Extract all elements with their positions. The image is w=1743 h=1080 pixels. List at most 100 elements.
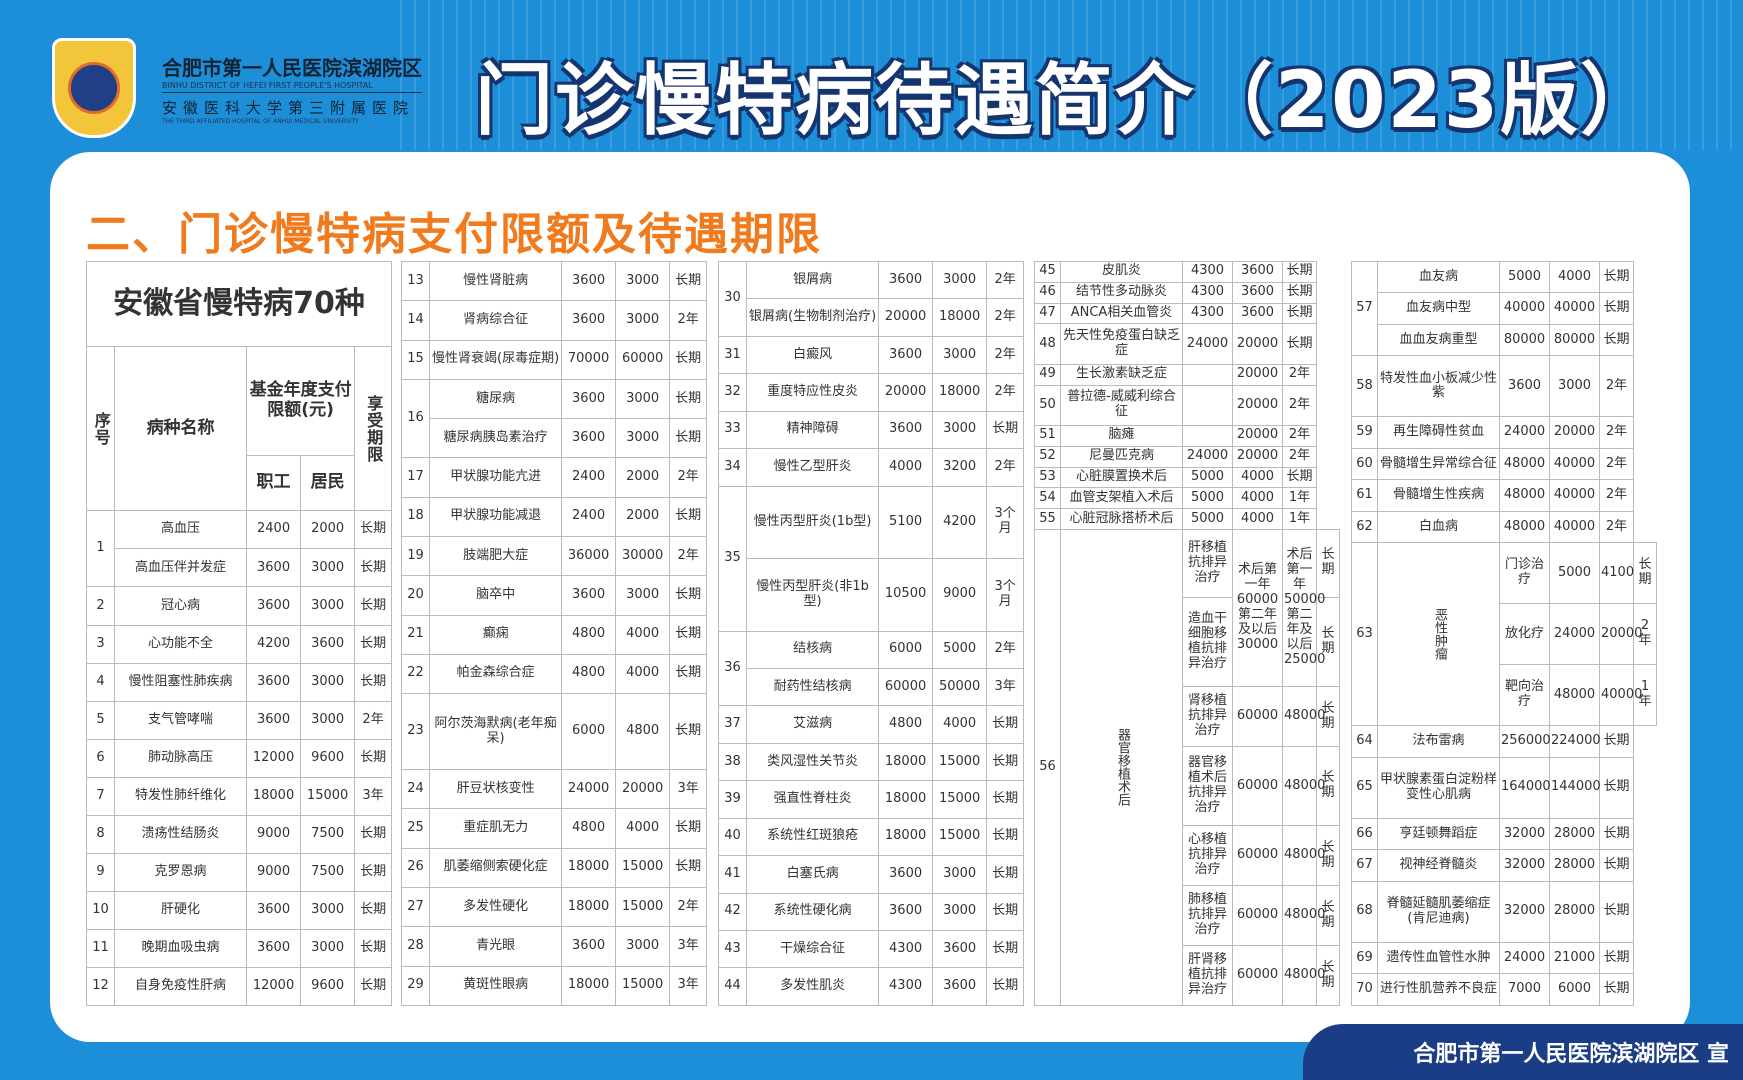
disease-name: 多发性硬化 (429, 887, 563, 928)
resident-limit: 20000 (1549, 416, 1600, 449)
employee-limit: 3600 (246, 890, 302, 930)
period: 2年 (1599, 447, 1634, 481)
period: 长期 (986, 780, 1024, 819)
period: 3年 (669, 769, 707, 810)
period: 长期 (354, 510, 392, 550)
group-label: 器官移植术后 (1060, 528, 1183, 1007)
employee-limit: 32000 (1499, 880, 1550, 943)
row-number: 64 (1351, 725, 1378, 758)
employee-limit: 60000 (878, 667, 934, 707)
period: 长期 (669, 418, 707, 459)
row-number: 57 (1351, 260, 1378, 357)
resident-limit: 3600 (1232, 261, 1283, 283)
row-number: 41 (717, 855, 748, 894)
employee-limit: 3600 (561, 260, 617, 302)
disease-name: 肾病综合征 (429, 300, 563, 341)
resident-limit: 3600 (932, 929, 988, 969)
table-row: 血友病中型 40000 40000 长期 (1352, 292, 1657, 325)
disease-name: 甲状腺素蛋白淀粉样变性心肌病 (1377, 756, 1500, 819)
period: 长期 (1282, 302, 1317, 325)
period: 长期 (354, 624, 392, 664)
row-number: 22 (400, 653, 431, 695)
employee-limit: 2400 (561, 457, 617, 498)
employee-limit: 3600 (246, 548, 302, 588)
disease-name: 再生障碍性贫血 (1377, 416, 1500, 449)
resident-limit: 7500 (300, 814, 356, 854)
resident-limit: 20000 (1232, 363, 1283, 386)
table-row: 49 生长激素缺乏症 20000 2年 (1034, 363, 1340, 386)
table-row: 65 甲状腺素蛋白淀粉样变性心肌病 164000 144000 长期 (1351, 756, 1657, 819)
employee-limit: 18000 (561, 887, 617, 928)
table-row: 69 遗传性血管性水肿 24000 21000 长期 (1351, 941, 1657, 975)
row-number: 25 (400, 808, 431, 849)
row-number: 37 (717, 705, 748, 744)
disease-name: 肺动脉高压 (114, 738, 248, 778)
employee-limit: 3600 (561, 300, 617, 341)
period: 长期 (1282, 281, 1317, 304)
disease-name: 糖尿病 (429, 378, 563, 420)
row-number: 10 (85, 890, 116, 930)
employee-limit: 6000 (878, 630, 934, 669)
disease-name: 慢性乙型肝炎 (746, 448, 880, 487)
table-panel-2: 13 慢性肾脏病 3600 3000 长期 14 肾病综合征 3600 3000 2年 15 慢性肾衰… (400, 260, 707, 1007)
row-number: 70 (1351, 973, 1378, 1006)
disease-name: 冠心病 (114, 586, 248, 626)
table-row: 62 白血病 48000 40000 2年 (1351, 510, 1657, 544)
employee-limit: 3600 (561, 926, 617, 967)
employee-limit: 60000 (1232, 885, 1283, 947)
period: 长期 (669, 575, 707, 616)
disease-name: 肝移植抗排异治疗 (1182, 528, 1233, 598)
affiliation-en: THE THIRD AFFILIATED HOSPITAL OF ANHUI M… (162, 118, 359, 125)
period: 3年 (669, 926, 707, 967)
hospital-branding: 合肥市第一人民医院滨湖院区 BINHU DISTRICT OF HEFEI FI… (162, 52, 422, 125)
employee-limit: 5000 (1182, 487, 1233, 510)
employee-limit: 3600 (246, 928, 302, 968)
table-row: 5 支气管哮喘 3600 3000 2年 (85, 700, 392, 740)
hospital-name: 合肥市第一人民医院滨湖院区 (162, 56, 422, 80)
period: 1年 (1282, 487, 1317, 510)
employee-limit: 3600 (878, 335, 934, 375)
period: 3年 (669, 965, 707, 1007)
row-number: 3 (85, 624, 116, 664)
resident-limit: 3000 (1549, 355, 1600, 418)
resident-limit: 20000 (1599, 603, 1642, 666)
employee-limit: 4000 (878, 448, 934, 487)
resident-limit: 48000 (1282, 885, 1325, 947)
disease-name: 肌萎缩侧索硬化症 (429, 847, 563, 889)
row-number: 61 (1351, 479, 1378, 512)
row-number: 44 (717, 967, 748, 1006)
period: 3年 (354, 776, 392, 816)
section-title: 二、门诊慢特病支付限额及待遇期限 (86, 209, 822, 260)
disease-name: 溃疡性结肠炎 (114, 814, 248, 854)
disease-name: 亨廷顿舞蹈症 (1377, 817, 1500, 851)
employee-limit: 18000 (561, 965, 617, 1007)
table-row: 10 肝硬化 3600 3000 长期 (85, 890, 392, 930)
table-row: 66 亨廷顿舞蹈症 32000 28000 长期 (1351, 817, 1657, 851)
resident-limit: 3600 (1232, 281, 1283, 304)
period: 长期 (1316, 825, 1340, 887)
table-row: 造血干细胞移植抗排异治疗 长期 (1035, 596, 1340, 688)
row-number: 62 (1351, 510, 1378, 544)
resident-limit: 3000 (615, 260, 671, 302)
employee-limit: 48000 (1499, 447, 1550, 481)
disease-name: 血友病中型 (1377, 292, 1500, 325)
row-number: 60 (1351, 447, 1378, 481)
period: 长期 (354, 738, 392, 778)
disease-name: 皮肌炎 (1060, 261, 1183, 283)
resident-limit: 术后第一年50000第二年及以后25000 (1282, 528, 1325, 688)
disease-name: 肝豆状核变性 (429, 769, 563, 810)
header-resident: 居民 (300, 454, 356, 512)
row-number: 28 (400, 926, 431, 967)
row-number: 55 (1034, 508, 1061, 530)
employee-limit: 4800 (561, 808, 617, 849)
resident-limit: 15000 (615, 847, 671, 889)
disease-name: 阿尔茨海默病(老年痴呆) (429, 693, 563, 771)
period: 长期 (354, 966, 392, 1007)
row-number: 15 (400, 339, 431, 380)
period: 长期 (1282, 323, 1317, 365)
disease-name: 克罗恩病 (114, 852, 248, 892)
row-number: 59 (1351, 416, 1378, 449)
row-number: 12 (85, 966, 116, 1007)
row-number: 16 (400, 378, 431, 459)
period: 长期 (1316, 945, 1340, 1006)
